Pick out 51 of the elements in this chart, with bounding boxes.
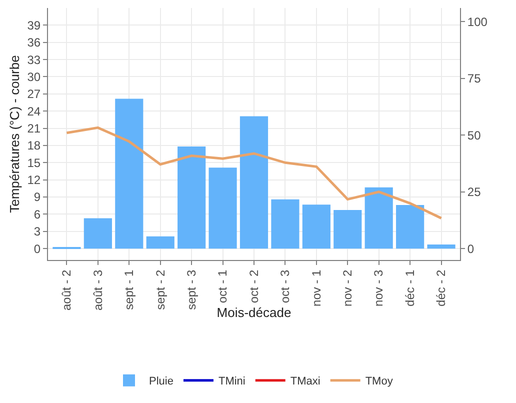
x-tick-label: nov - 1	[309, 269, 324, 306]
y-tick-label: 27	[27, 87, 41, 102]
y-tick-label: 6	[34, 207, 41, 222]
y2-tick-label: 25	[467, 185, 482, 200]
x-axis-title: Mois-décade	[216, 305, 292, 320]
legend-label: Pluie	[149, 376, 174, 388]
y-tick-label: 18	[27, 138, 41, 153]
bar	[427, 244, 456, 249]
line-series	[65, 126, 443, 220]
bar	[208, 168, 237, 249]
y-tick-label: 3	[34, 224, 41, 239]
bar	[146, 236, 174, 249]
y-tick-label: 39	[27, 18, 41, 32]
x-tick-label: août - 2	[60, 269, 74, 311]
bar	[364, 187, 393, 249]
bar	[302, 204, 330, 249]
x-tick-label: août - 3	[90, 269, 105, 311]
y2-tick-label: 50	[467, 128, 482, 142]
bar	[271, 199, 300, 249]
x-tick-label: sept - 2	[153, 269, 168, 310]
y2-tick-label: 0	[467, 242, 474, 256]
y-tick-label: 33	[27, 52, 41, 67]
x-tick-label: nov - 3	[372, 269, 386, 306]
x-tick-label: nov - 2	[340, 269, 355, 306]
y-tick-label: 12	[27, 173, 41, 188]
bar	[84, 218, 112, 249]
y2-tick-label: 75	[467, 72, 482, 86]
y2-tick-label: 100	[467, 14, 488, 29]
legend-label: TMoy	[365, 376, 394, 388]
x-tick-label: déc - 2	[434, 269, 448, 306]
legend-label: TMaxi	[290, 376, 320, 388]
x-tick-label: déc - 1	[402, 269, 417, 306]
y-tick-label: 24	[27, 104, 41, 118]
x-tick-label: sept - 1	[122, 269, 136, 310]
y-tick-label: 36	[27, 36, 41, 50]
legend-label: TMini	[218, 376, 246, 388]
x-tick-label: oct - 3	[278, 269, 292, 304]
bar	[396, 205, 424, 249]
bar	[115, 98, 144, 249]
x-tick-label: oct - 1	[216, 269, 230, 304]
y-axis-title: Températures (°C) - courbe	[7, 55, 22, 213]
y-tick-label: 0	[34, 242, 41, 256]
y-tick-label: 21	[27, 121, 41, 136]
bar	[334, 210, 362, 249]
bar	[240, 116, 268, 249]
x-tick-label: sept - 3	[184, 269, 198, 310]
x-tick-label: oct - 2	[246, 269, 261, 304]
y-tick-label: 15	[27, 156, 41, 170]
y-tick-label: 9	[34, 190, 41, 204]
bar	[178, 146, 206, 249]
y-tick-label: 30	[27, 70, 41, 84]
